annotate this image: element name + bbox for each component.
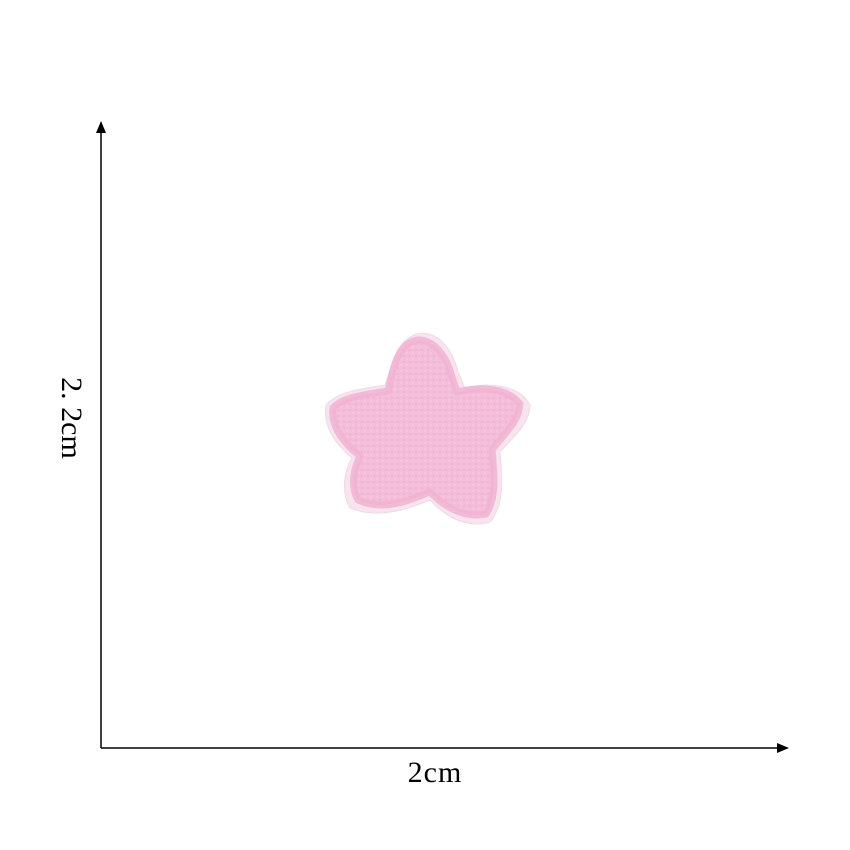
width-label: 2cm <box>380 756 490 790</box>
height-label: 2. 2cm <box>53 348 89 488</box>
